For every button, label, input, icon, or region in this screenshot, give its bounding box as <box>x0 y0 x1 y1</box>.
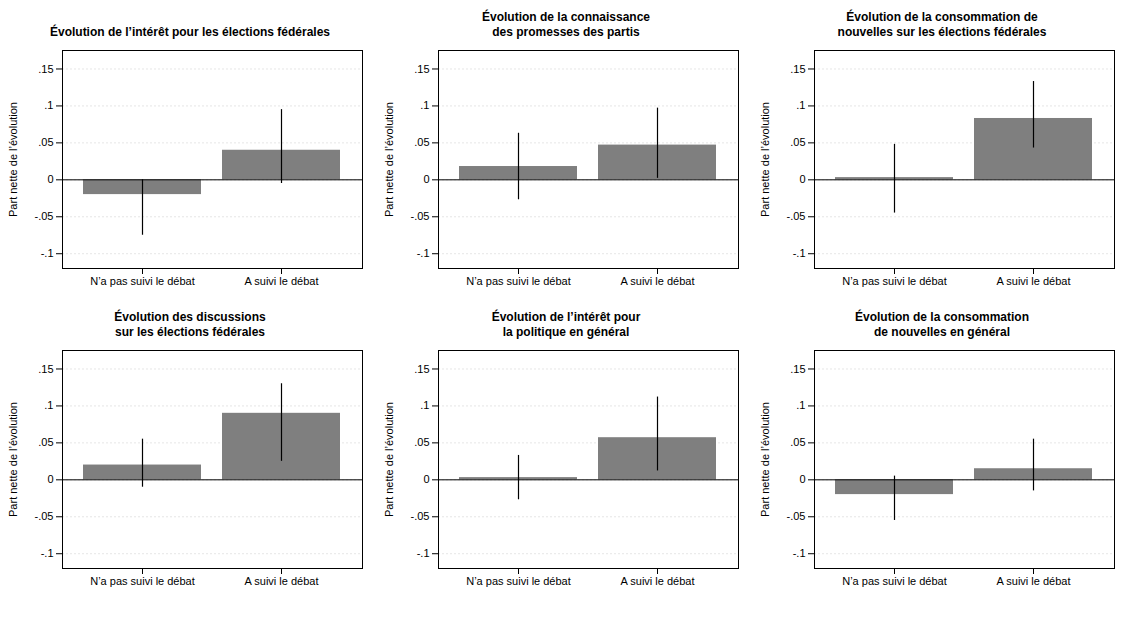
svg-text:.15: .15 <box>38 62 53 74</box>
svg-text:0: 0 <box>799 473 805 485</box>
svg-text:.05: .05 <box>38 436 53 448</box>
svg-text:.15: .15 <box>38 362 53 374</box>
html-text:Évolution de la consommation d: Évolution de la consommation de nouvelle… <box>837 10 1047 39</box>
html-text:Évolution de la consommation d: Évolution de la consommation de nouvelle… <box>855 310 1029 339</box>
svg-text:-.1: -.1 <box>417 247 430 259</box>
svg-text:A suivi le débat: A suivi le débat <box>621 275 695 287</box>
svg-text:0: 0 <box>799 173 805 185</box>
svg-text:Part nette de l’évolution: Part nette de l’évolution <box>7 102 19 217</box>
svg-text:.1: .1 <box>796 99 805 111</box>
svg-text:-.1: -.1 <box>793 547 806 559</box>
svg-text:N’a pas suivi le débat: N’a pas suivi le débat <box>842 575 947 587</box>
html-text:Évolution de l’intérêt pour le: Évolution de l’intérêt pour les élection… <box>50 25 330 39</box>
svg-text:0: 0 <box>47 173 53 185</box>
svg-text:-.1: -.1 <box>41 247 54 259</box>
svg-text:0: 0 <box>47 473 53 485</box>
svg-text:.05: .05 <box>414 436 429 448</box>
html-text:Évolution de la connaissance d: Évolution de la connaissance des promess… <box>482 10 650 39</box>
svg-text:-.1: -.1 <box>793 247 806 259</box>
svg-text:.1: .1 <box>44 399 53 411</box>
svg-text:-.1: -.1 <box>41 547 54 559</box>
svg-text:Part nette de l’évolution: Part nette de l’évolution <box>383 402 395 517</box>
svg-text:.1: .1 <box>420 399 429 411</box>
svg-text:-.1: -.1 <box>417 547 430 559</box>
svg-text:A suivi le débat: A suivi le débat <box>997 575 1071 587</box>
svg-text:-.05: -.05 <box>411 210 430 222</box>
svg-text:N’a pas suivi le débat: N’a pas suivi le débat <box>90 575 195 587</box>
svg-text:N’a pas suivi le débat: N’a pas suivi le débat <box>466 575 571 587</box>
svg-text:.05: .05 <box>38 136 53 148</box>
svg-text:A suivi le débat: A suivi le débat <box>245 275 319 287</box>
svg-text:Part nette de l’évolution: Part nette de l’évolution <box>759 402 771 517</box>
svg-text:N’a pas suivi le débat: N’a pas suivi le débat <box>90 275 195 287</box>
svg-text:Part nette de l’évolution: Part nette de l’évolution <box>759 102 771 217</box>
html-text:Évolution de l’intérêt pour la: Évolution de l’intérêt pour la politique… <box>491 310 641 339</box>
svg-text:-.05: -.05 <box>787 510 806 522</box>
svg-text:.15: .15 <box>790 362 805 374</box>
svg-text:.05: .05 <box>790 436 805 448</box>
svg-text:-.05: -.05 <box>787 210 806 222</box>
svg-text:.1: .1 <box>796 399 805 411</box>
svg-text:.1: .1 <box>420 99 429 111</box>
svg-text:.1: .1 <box>44 99 53 111</box>
svg-text:.05: .05 <box>414 136 429 148</box>
svg-text:A suivi le débat: A suivi le débat <box>621 575 695 587</box>
svg-text:-.05: -.05 <box>411 510 430 522</box>
svg-text:Part nette de l’évolution: Part nette de l’évolution <box>383 102 395 217</box>
svg-text:.15: .15 <box>414 62 429 74</box>
svg-text:Part nette de l’évolution: Part nette de l’évolution <box>7 402 19 517</box>
svg-text:-.05: -.05 <box>35 210 54 222</box>
svg-text:N’a pas suivi le débat: N’a pas suivi le débat <box>842 275 947 287</box>
svg-text:-.05: -.05 <box>35 510 54 522</box>
svg-text:0: 0 <box>423 473 429 485</box>
svg-text:N’a pas suivi le débat: N’a pas suivi le débat <box>466 275 571 287</box>
svg-text:0: 0 <box>423 173 429 185</box>
svg-text:.15: .15 <box>790 62 805 74</box>
svg-text:A suivi le débat: A suivi le débat <box>997 275 1071 287</box>
svg-text:.15: .15 <box>414 362 429 374</box>
svg-text:.05: .05 <box>790 136 805 148</box>
html-text:Évolution des discussions sur: Évolution des discussions sur les électi… <box>114 310 266 339</box>
svg-text:A suivi le débat: A suivi le débat <box>245 575 319 587</box>
